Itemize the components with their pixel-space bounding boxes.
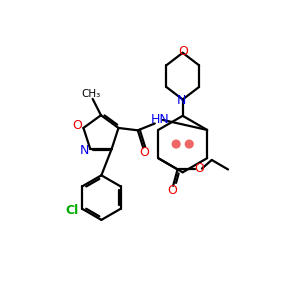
- Text: HN: HN: [150, 112, 169, 125]
- Text: N: N: [80, 143, 89, 157]
- Text: O: O: [168, 184, 177, 197]
- Circle shape: [185, 140, 193, 148]
- Text: Cl: Cl: [65, 204, 78, 217]
- Text: O: O: [139, 146, 149, 159]
- Text: O: O: [73, 119, 82, 132]
- Text: O: O: [194, 162, 204, 175]
- Circle shape: [172, 140, 180, 148]
- Text: CH₃: CH₃: [82, 88, 101, 98]
- Text: O: O: [178, 45, 188, 58]
- Text: N: N: [177, 94, 187, 107]
